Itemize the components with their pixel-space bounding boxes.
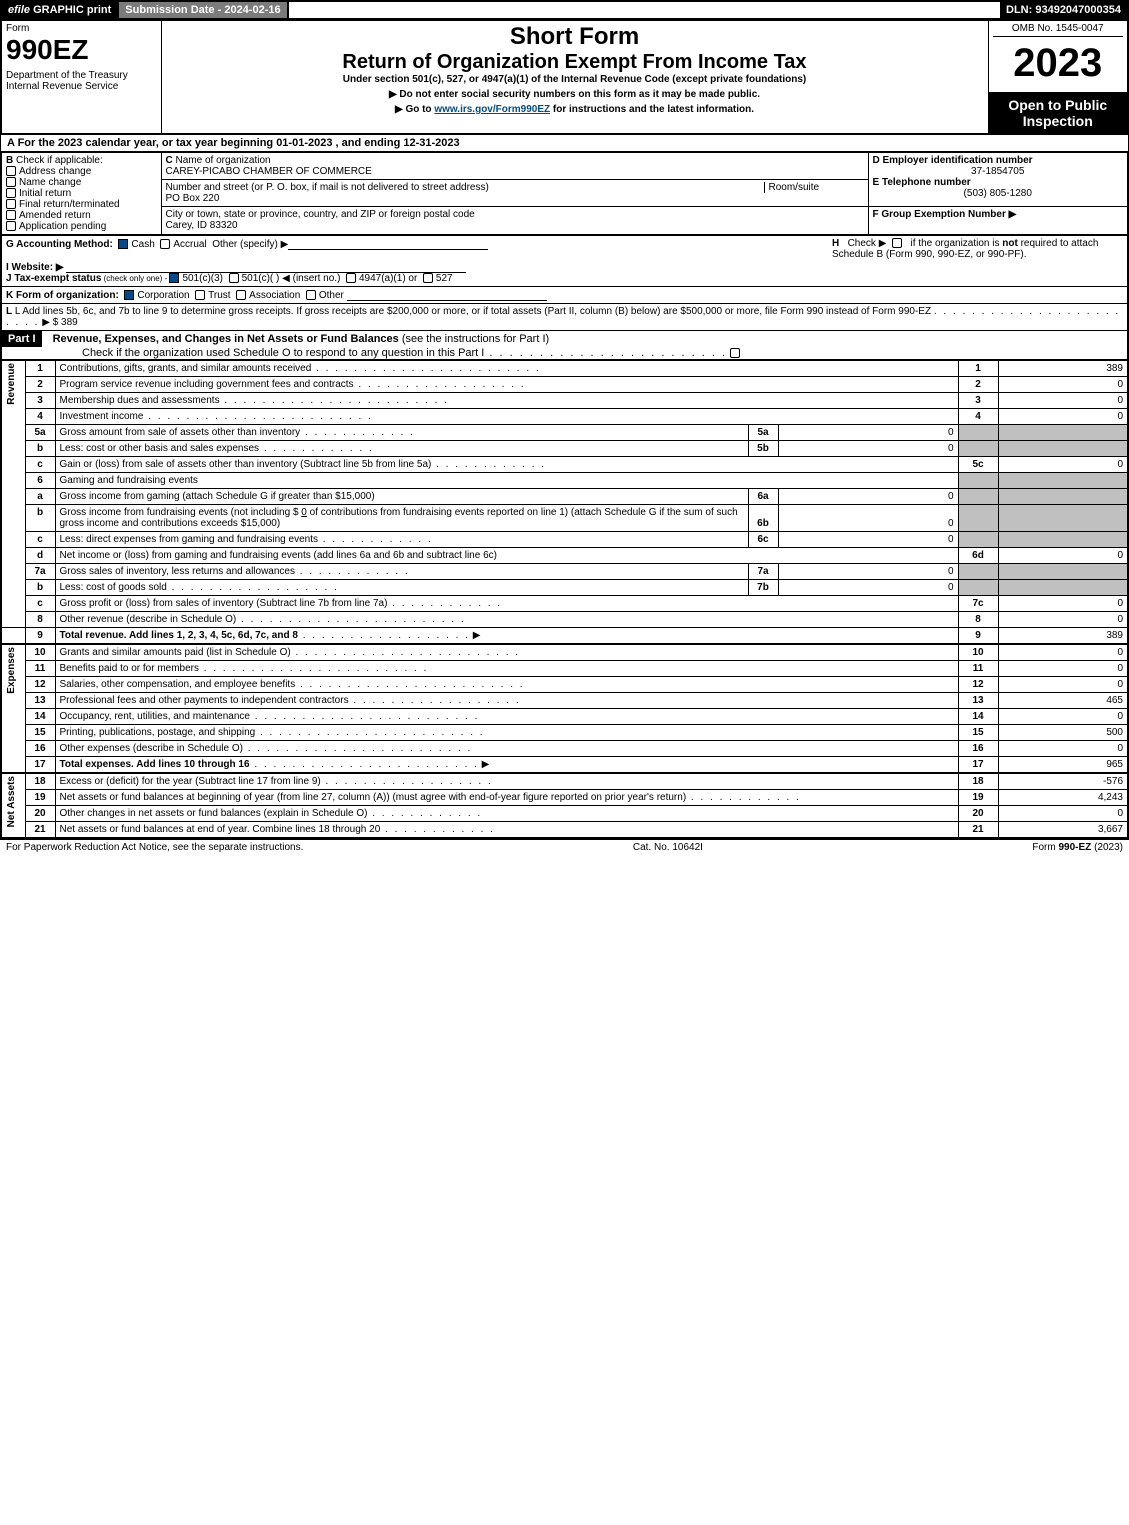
row-a: A For the 2023 calendar year, or tax yea… [0, 135, 1129, 152]
section-c-city: City or town, state or province, country… [161, 207, 868, 235]
g-label: G Accounting Method: [6, 239, 113, 250]
d-label: D Employer identification number [873, 155, 1124, 166]
chk-cash[interactable] [118, 239, 128, 249]
netassets-table: Net Assets 18Excess or (deficit) for the… [0, 773, 1129, 839]
chk-h[interactable] [892, 238, 902, 248]
open-public-label: Open to Public Inspection [989, 93, 1128, 133]
efile-suffix: GRAPHIC print [30, 4, 111, 16]
footer-center: Cat. No. 10642I [633, 842, 703, 853]
k-label: K Form of organization: [6, 290, 119, 301]
chk-trust[interactable] [195, 290, 205, 300]
header-left: Form 990EZ Department of the Treasury In… [1, 21, 161, 135]
chk-schedule-o[interactable] [730, 348, 740, 358]
dln: DLN: 93492047000354 [1000, 2, 1127, 18]
main-title: Return of Organization Exempt From Incom… [166, 51, 984, 74]
chk-amended-return[interactable] [6, 210, 16, 220]
b-label: B [6, 155, 13, 166]
section-c-name: C Name of organization CAREY-PICABO CHAM… [161, 153, 868, 180]
expenses-side-label: Expenses [1, 645, 25, 773]
telephone: (503) 805-1280 [873, 188, 1124, 199]
l-amount: ▶ $ 389 [42, 317, 78, 328]
street-label: Number and street (or P. O. box, if mail… [166, 182, 764, 193]
chk-name-change[interactable] [6, 177, 16, 187]
i-label: I Website: ▶ [6, 262, 64, 273]
section-l: L L Add lines 5b, 6c, and 7b to line 9 t… [1, 304, 1128, 331]
short-form-title: Short Form [166, 23, 984, 51]
topbar-spacer [289, 2, 1000, 18]
b-text: Check if applicable: [16, 155, 103, 166]
footer: For Paperwork Reduction Act Notice, see … [0, 839, 1129, 855]
section-d-e: D Employer identification number 37-1854… [868, 153, 1128, 207]
chk-other-org[interactable] [306, 290, 316, 300]
topbar: efile GRAPHIC print Submission Date - 20… [0, 0, 1129, 20]
netassets-side-label: Net Assets [1, 774, 25, 839]
c-label: C [166, 155, 173, 166]
part1-header-row: Part I Revenue, Expenses, and Changes in… [0, 331, 1129, 360]
footer-right: Form 990-EZ (2023) [1032, 842, 1123, 853]
section-h: H Check ▶ if the organization is not req… [828, 236, 1128, 287]
section-f: F Group Exemption Number ▶ [868, 207, 1128, 235]
bullet-1: ▶ Do not enter social security numbers o… [166, 85, 984, 100]
l-text: L Add lines 5b, 6c, and 7b to line 9 to … [15, 306, 931, 317]
submission-date: Submission Date - 2024-02-16 [117, 2, 288, 18]
other-specify-input[interactable] [288, 238, 488, 250]
form-label: Form [6, 23, 157, 34]
chk-501c[interactable] [229, 273, 239, 283]
form-header: Form 990EZ Department of the Treasury In… [0, 20, 1129, 135]
tax-year: 2023 [993, 37, 1124, 90]
chk-4947[interactable] [346, 273, 356, 283]
org-name: CAREY-PICABO CHAMBER OF COMMERCE [166, 166, 372, 177]
form-number: 990EZ [6, 34, 157, 66]
part1-check-line: Check if the organization used Schedule … [2, 347, 743, 359]
irs-link[interactable]: www.irs.gov/Form990EZ [434, 104, 550, 115]
bullet-2: ▶ Go to www.irs.gov/Form990EZ for instru… [166, 100, 984, 115]
section-c-street: Number and street (or P. O. box, if mail… [161, 180, 868, 207]
dept-label: Department of the Treasury Internal Reve… [6, 66, 157, 92]
header-center: Short Form Return of Organization Exempt… [161, 21, 988, 135]
room-label: Room/suite [764, 182, 864, 193]
section-b: B Check if applicable: Address change Na… [1, 153, 161, 235]
revenue-table: Revenue 1 Contributions, gifts, grants, … [0, 360, 1129, 644]
chk-final-return[interactable] [6, 199, 16, 209]
part1-title-sub: (see the instructions for Part I) [399, 333, 549, 345]
city-label: City or town, state or province, country… [166, 209, 475, 220]
revenue-side-label: Revenue [1, 361, 25, 628]
part1-label: Part I [2, 331, 42, 347]
website-input[interactable] [66, 261, 466, 273]
open-public: Open to Public Inspection [988, 93, 1128, 135]
chk-initial-return[interactable] [6, 188, 16, 198]
c-name-label: Name of organization [176, 155, 271, 166]
subtitle: Under section 501(c), 527, or 4947(a)(1)… [166, 74, 984, 85]
part1-title: Revenue, Expenses, and Changes in Net As… [45, 333, 399, 345]
chk-association[interactable] [236, 290, 246, 300]
efile-prefix: efile [8, 4, 30, 16]
f-label: F Group Exemption Number ▶ [873, 209, 1017, 220]
section-bcdef: B Check if applicable: Address change Na… [0, 152, 1129, 235]
omb-number: OMB No. 1545-0047 [993, 23, 1124, 37]
section-g: G Accounting Method: Cash Accrual Other … [1, 236, 828, 287]
chk-corporation[interactable] [124, 290, 134, 300]
expenses-table: Expenses 10Grants and similar amounts pa… [0, 644, 1129, 773]
chk-application-pending[interactable] [6, 221, 16, 231]
other-org-input[interactable] [347, 289, 547, 301]
efile-print-label[interactable]: efile GRAPHIC print [2, 2, 117, 18]
chk-501c3[interactable] [169, 273, 179, 283]
j-label: J Tax-exempt status [6, 273, 101, 284]
chk-address-change[interactable] [6, 166, 16, 176]
footer-left: For Paperwork Reduction Act Notice, see … [6, 842, 303, 853]
street: PO Box 220 [166, 193, 220, 204]
e-label: E Telephone number [873, 177, 1124, 188]
ein: 37-1854705 [873, 166, 1124, 177]
chk-527[interactable] [423, 273, 433, 283]
h-label: H [832, 238, 839, 249]
city: Carey, ID 83320 [166, 220, 238, 231]
section-ghijkl: G Accounting Method: Cash Accrual Other … [0, 235, 1129, 331]
header-right: OMB No. 1545-0047 2023 [988, 21, 1128, 93]
chk-accrual[interactable] [160, 239, 170, 249]
section-k: K Form of organization: Corporation Trus… [1, 287, 1128, 304]
